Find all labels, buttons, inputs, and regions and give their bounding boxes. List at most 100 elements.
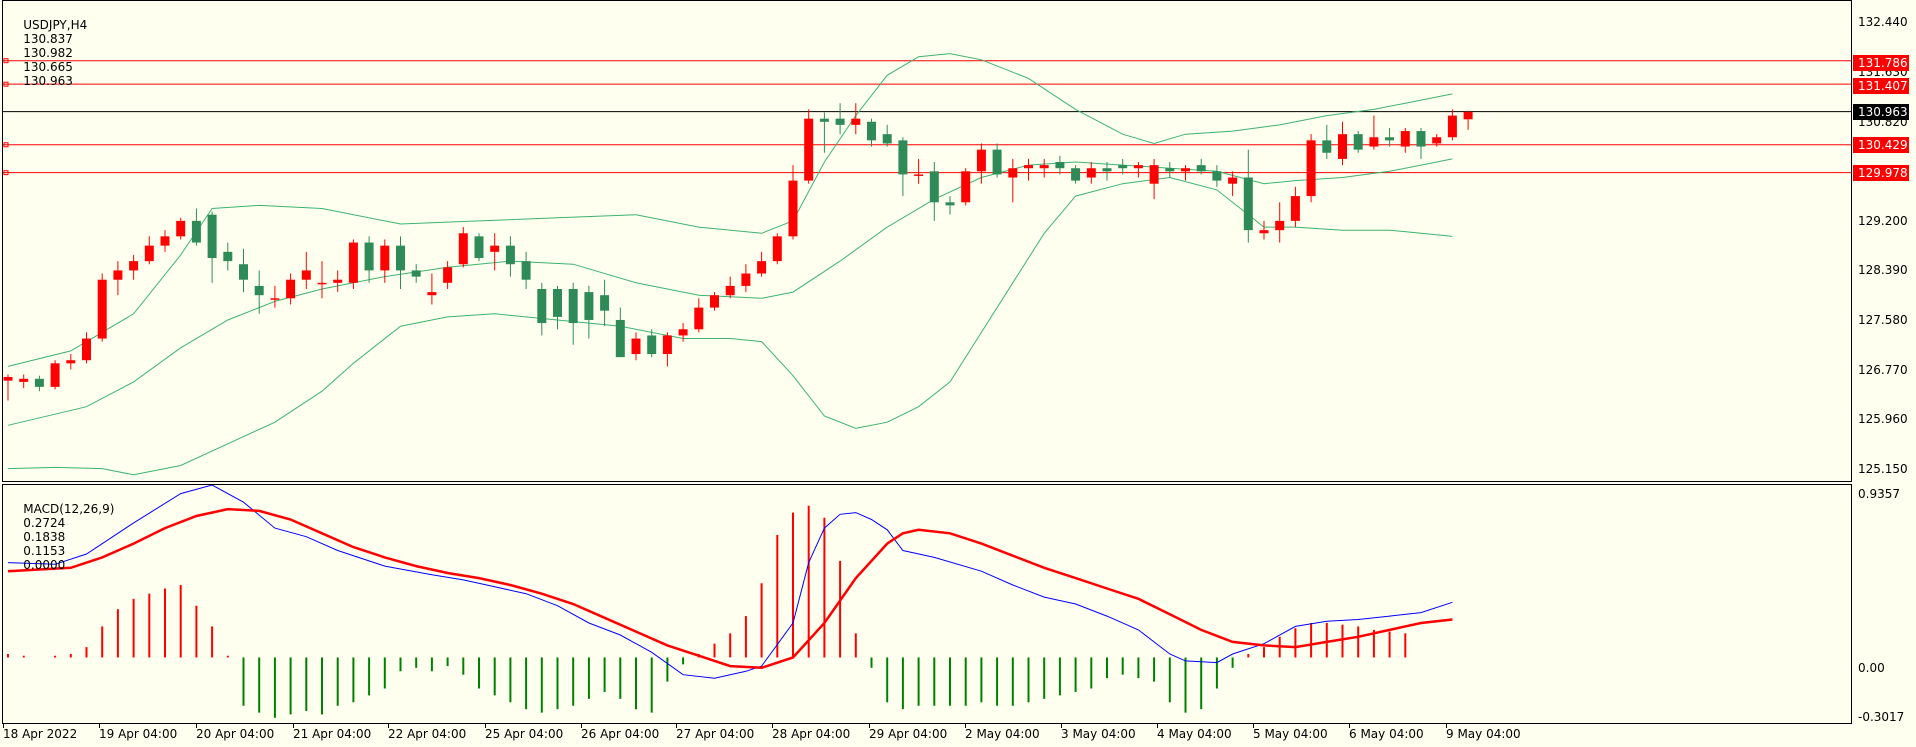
time-axis-label: 28 Apr 04:00: [772, 727, 851, 741]
time-tick: [3, 724, 4, 728]
price-axis-label: 125.150: [1858, 462, 1908, 476]
bollinger-middle-band: [7, 158, 1453, 426]
level-tag-131786[interactable]: 131.786: [1853, 55, 1909, 71]
time-axis-label: 19 Apr 04:00: [99, 727, 178, 741]
candle-body: [1243, 177, 1253, 231]
candle-body: [851, 118, 861, 125]
candle-body: [537, 289, 547, 324]
candle-body: [725, 285, 735, 296]
time-tick: [293, 724, 294, 728]
candle-body: [1447, 115, 1457, 138]
candle-body: [1196, 165, 1206, 172]
candle-body: [1181, 168, 1190, 172]
candle-body: [961, 171, 971, 203]
time-tick: [772, 724, 773, 728]
candle-body: [976, 149, 986, 172]
candle-body: [710, 295, 719, 308]
candle-body: [333, 279, 343, 283]
macd-axis-label: 0.9357: [1858, 487, 1900, 501]
macd-value-4: 0.0000: [23, 558, 66, 572]
candle-body: [1133, 165, 1143, 169]
candle-body: [1212, 171, 1222, 181]
candle-body: [144, 245, 154, 262]
level-tag-131407[interactable]: 131.407: [1853, 78, 1909, 94]
candle-body: [239, 264, 248, 280]
candle-body: [458, 233, 468, 265]
macd-pane[interactable]: MACD(12,26,9) 0.2724 0.1838 0.1153 0.000…: [2, 484, 1852, 724]
time-tick: [485, 724, 486, 728]
time-tick: [99, 724, 100, 728]
macd-header: MACD(12,26,9) 0.2724 0.1838 0.1153 0.000…: [8, 488, 114, 586]
candle-body: [396, 245, 405, 271]
candle-body: [19, 378, 29, 382]
time-axis-label: 6 May 04:00: [1349, 727, 1424, 741]
candle-body: [97, 279, 107, 339]
macd-signal-line: [7, 507, 1453, 670]
candle-body: [553, 289, 562, 317]
candle-body: [568, 289, 578, 324]
candle-body: [1369, 137, 1379, 147]
candle-body: [1463, 111, 1473, 120]
level-tag-130429[interactable]: 130.429: [1853, 137, 1909, 153]
time-axis-label: 26 Apr 04:00: [581, 727, 660, 741]
level-tag-129978[interactable]: 129.978: [1853, 165, 1909, 181]
macd-chart[interactable]: [3, 485, 1851, 723]
price-axis-label: 126.770: [1858, 363, 1908, 377]
candle-body: [600, 295, 610, 311]
candle-body: [757, 261, 767, 274]
candle-body: [1385, 137, 1395, 141]
time-axis-label: 29 Apr 04:00: [869, 727, 948, 741]
candle-body: [474, 236, 484, 259]
time-axis-label: 21 Apr 04:00: [293, 727, 372, 741]
candle-body: [1165, 168, 1175, 172]
price-chart-pane[interactable]: USDJPY,H4 130.837 130.982 130.665 130.96…: [2, 0, 1852, 482]
time-axis-label: 9 May 04:00: [1446, 727, 1521, 741]
candle-body: [34, 378, 44, 387]
macd-axis-label: 0.00: [1858, 661, 1885, 675]
price-axis-label: 125.960: [1858, 412, 1908, 426]
candle-body: [66, 360, 76, 364]
ohlc-low: 130.665: [23, 60, 73, 74]
candle-body: [348, 242, 358, 283]
macd-value-3: 0.1153: [23, 544, 66, 558]
candle-body: [788, 180, 798, 237]
bollinger-upper-band: [7, 53, 1453, 367]
candle-body: [380, 245, 390, 271]
time-tick: [388, 724, 389, 728]
time-axis-label: 25 Apr 04:00: [485, 727, 564, 741]
macd-title: MACD(12,26,9): [23, 502, 115, 516]
candle-body: [631, 338, 641, 355]
candlestick-chart[interactable]: [3, 1, 1851, 481]
candle-body: [741, 273, 751, 286]
candle-body: [804, 118, 814, 181]
candle-body: [3, 376, 13, 381]
time-axis-label: 2 May 04:00: [965, 727, 1040, 741]
time-tick: [1349, 724, 1350, 728]
time-tick: [196, 724, 197, 728]
time-axis-label: 20 Apr 04:00: [196, 727, 275, 741]
candle-body: [867, 121, 876, 141]
candle-body: [1118, 165, 1128, 169]
candle-body: [819, 118, 829, 122]
time-axis-label: 5 May 04:00: [1253, 727, 1328, 741]
candle-body: [1149, 165, 1159, 184]
candle-body: [694, 307, 704, 330]
ohlc-high: 130.982: [23, 46, 73, 60]
ohlc-open: 130.837: [23, 32, 73, 46]
time-tick: [869, 724, 870, 728]
candle-body: [678, 329, 688, 336]
price-axis-label: 129.200: [1858, 214, 1908, 228]
time-tick: [1157, 724, 1158, 728]
candle-body: [1086, 168, 1096, 178]
candle-body: [1322, 140, 1332, 153]
time-axis[interactable]: 18 Apr 2022 19 Apr 04:00 20 Apr 04:00 21…: [0, 724, 1852, 747]
price-axis-label: 132.440: [1858, 15, 1908, 29]
time-tick: [676, 724, 677, 728]
candle-body: [317, 282, 327, 285]
candle-body: [160, 236, 170, 246]
candle-body: [1416, 131, 1426, 147]
macd-axis-label: -0.3017: [1858, 710, 1905, 724]
candle-body: [270, 298, 280, 300]
price-axis[interactable]: 132.440 131.630 130.820 129.200 128.390 …: [1852, 0, 1916, 747]
ohlc-close: 130.963: [23, 74, 73, 88]
